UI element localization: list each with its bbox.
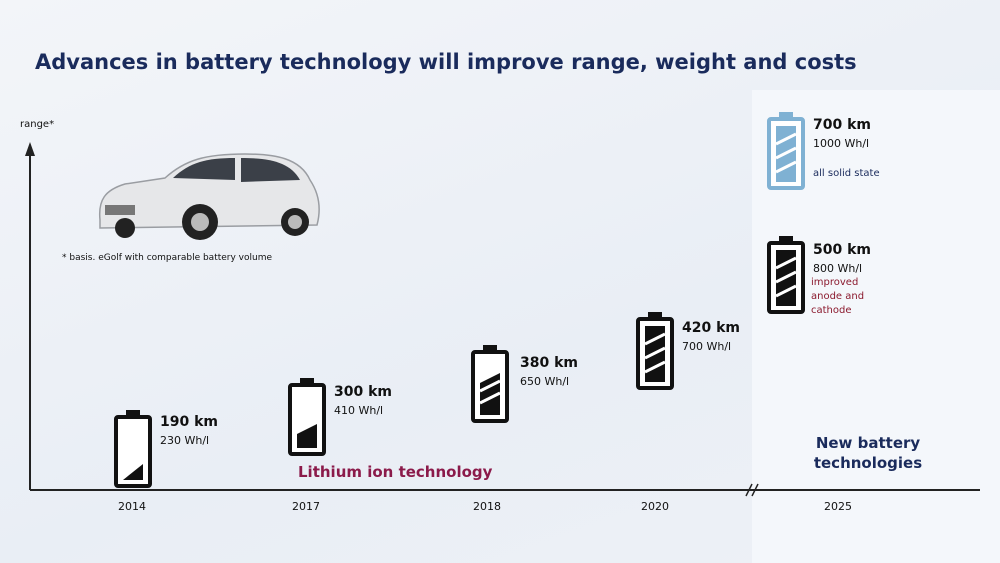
year-label: 2025 bbox=[824, 500, 852, 513]
density-label: 410 Wh/l bbox=[334, 404, 384, 417]
footnote: * basis. eGolf with comparable battery v… bbox=[62, 253, 273, 263]
y-axis-arrow bbox=[25, 142, 35, 156]
battery-icon bbox=[767, 112, 805, 190]
era-label: Lithium ion technology bbox=[298, 463, 493, 481]
tech-note: improved anode and cathode bbox=[811, 277, 865, 316]
battery-icon bbox=[767, 236, 805, 314]
year-label: 2018 bbox=[473, 500, 501, 513]
range-label: 300 km bbox=[334, 384, 392, 400]
range-label: 500 km bbox=[813, 242, 871, 258]
battery-icon bbox=[636, 312, 674, 390]
axis-label: range* bbox=[20, 119, 55, 130]
density-label: 230 Wh/l bbox=[160, 434, 210, 447]
era-label: New battery technologies bbox=[813, 434, 923, 472]
battery-icon bbox=[471, 345, 509, 423]
slide-title: Advances in battery technology will impr… bbox=[35, 50, 857, 74]
axis-break bbox=[745, 483, 759, 497]
year-label: 2017 bbox=[292, 500, 320, 513]
year-label: 2020 bbox=[641, 500, 669, 513]
battery-icon bbox=[114, 410, 152, 488]
range-label: 190 km bbox=[160, 414, 218, 430]
tech-note: all solid state bbox=[813, 168, 880, 179]
car-image bbox=[98, 153, 320, 240]
range-label: 420 km bbox=[682, 320, 740, 336]
range-label: 700 km bbox=[813, 117, 871, 133]
density-label: 1000 Wh/l bbox=[813, 137, 870, 150]
density-label: 800 Wh/l bbox=[813, 262, 863, 275]
density-label: 700 Wh/l bbox=[682, 340, 732, 353]
year-label: 2014 bbox=[118, 500, 146, 513]
density-label: 650 Wh/l bbox=[520, 375, 570, 388]
battery-icon bbox=[288, 378, 326, 456]
range-label: 380 km bbox=[520, 355, 578, 371]
